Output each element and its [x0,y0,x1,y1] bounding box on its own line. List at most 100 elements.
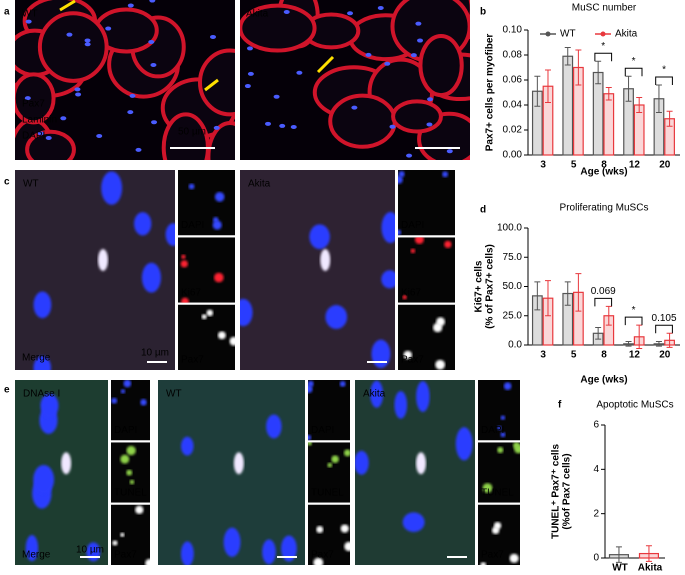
error-bar [655,340,662,347]
y-axis-label: Pax7+ cells per myofiber [485,34,496,152]
micrograph [111,504,150,565]
signal [340,524,349,533]
cell [98,249,108,271]
y-axis-label: TUNEL⁺ Pax7⁺ cells [551,444,562,539]
x-tick-label: 12 [629,350,641,361]
signal [398,229,402,236]
nucleus [84,42,91,47]
image-label: WT [22,9,38,20]
nucleus [240,298,253,327]
nucleus [266,414,282,439]
cell [320,249,331,271]
signal [497,446,504,454]
nucleus [281,535,297,562]
image-label: Akita [248,179,271,190]
nucleus [151,120,158,125]
nucleus [84,38,91,43]
nucleus [247,71,254,76]
nucleus [134,212,152,236]
nucleus [25,19,32,24]
signal [126,445,136,456]
nucleus [101,171,123,205]
signal [442,171,449,178]
signal [214,272,224,283]
nucleus [213,125,220,130]
signal [229,336,235,346]
nucleus [325,305,348,330]
x-tick-label: 20 [659,160,671,171]
panel-letter: b [480,7,486,18]
significance-bracket [655,76,673,85]
y-tick-label: 2 [593,508,599,519]
nucleus [33,356,51,370]
signal [313,557,324,565]
micrograph [308,442,350,503]
image-bg [15,380,108,565]
nucleus [371,339,391,369]
x-tick-label: 5 [571,350,577,361]
y-tick-label: 0.08 [503,50,523,61]
panel-letter: f [558,400,562,411]
image-label: Ki67 [181,287,201,298]
legend-dot [600,31,606,37]
signal [188,183,195,190]
signal [500,415,506,420]
signal [343,449,350,457]
error-bar [666,332,673,348]
y-tick-label: 50.0 [503,281,523,292]
significance-label: * [632,56,636,67]
nucleus [410,53,417,58]
nucleus [377,6,384,11]
error-bar [564,47,571,66]
signal [120,532,125,537]
image-label: 10 µm [76,545,104,556]
fiber [25,129,76,160]
nucleus [365,52,372,57]
nucleus [265,121,272,126]
image-label: Pax7 [22,99,45,110]
micrograph [240,170,395,370]
signal [181,254,186,259]
signal [513,442,520,449]
fiber [15,72,56,125]
signal [181,297,189,303]
signal [500,432,506,438]
y-tick-label: 0.02 [503,125,523,136]
nucleus [415,21,422,26]
nucleus [394,391,408,419]
signal [126,469,133,476]
micrograph [398,304,455,370]
fiber [391,99,443,134]
x-tick-label: WT [612,563,628,574]
image-bg [111,504,150,565]
nucleus [149,0,156,3]
fiber [197,48,235,117]
nucleus [223,527,241,557]
signal [435,359,446,370]
arrow [59,0,76,12]
nucleus [427,97,434,102]
significance-bracket [594,297,613,307]
image-label: TUNEL [481,487,514,498]
signal [201,314,207,320]
error-bar [534,75,541,107]
panel-letter: d [480,205,486,216]
signal [140,399,147,406]
nucleus [402,512,425,533]
nucleus [416,381,430,412]
nucleus [290,125,297,130]
legend-label: WT [560,29,576,40]
significance-bracket [624,67,643,77]
image-bg [111,380,150,441]
error-bar [625,340,632,347]
significance-bracket [655,324,673,334]
bar [592,71,604,156]
x-tick-label: 20 [659,350,671,361]
significance-label: * [601,41,605,52]
y-tick-label: 0.0 [508,340,522,351]
error-bar [615,546,622,563]
image-label: DAPI [401,220,424,231]
nucleus [37,131,44,136]
nucleus [296,70,303,75]
signal [217,331,226,340]
